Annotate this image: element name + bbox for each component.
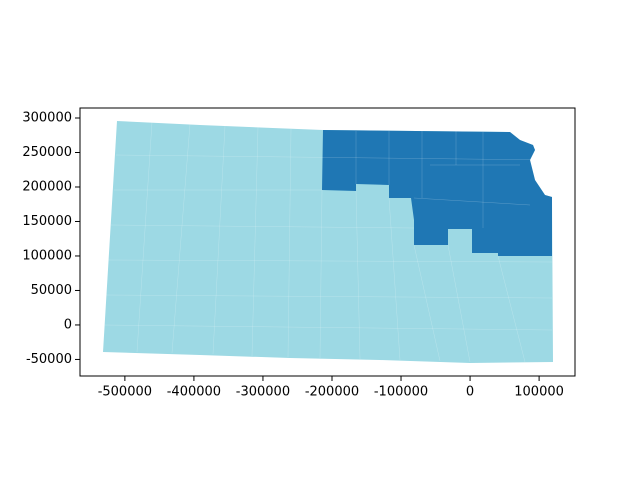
y-tick-label: 100000: [22, 248, 72, 263]
map-regions: [103, 121, 553, 363]
x-tick-label: -400000: [167, 385, 221, 400]
y-tick-label: 300000: [22, 111, 72, 126]
x-tick-label: 0: [466, 385, 474, 400]
y-tick-label: 250000: [22, 145, 72, 160]
x-tick-label: -100000: [374, 385, 428, 400]
x-tick-label: -500000: [98, 385, 152, 400]
axes-frame: [79, 107, 576, 377]
y-tick-label: 200000: [22, 179, 72, 194]
x-tick-label: -300000: [236, 385, 290, 400]
county-line: [103, 131, 553, 331]
y-tick-label: 0: [64, 317, 72, 332]
county-lines: [103, 121, 553, 363]
y-tick-label: 50000: [31, 283, 72, 298]
x-tick-label: -200000: [305, 385, 359, 400]
county-line: [136, 121, 526, 363]
y-tick-label: 150000: [22, 214, 72, 229]
dark-region: [322, 130, 552, 256]
axes: -500000 -400000 -300000 -200000 -100000 0 1000…: [22, 107, 576, 400]
y-tick-label: -50000: [26, 352, 72, 367]
x-tick-label: 100000: [514, 385, 564, 400]
